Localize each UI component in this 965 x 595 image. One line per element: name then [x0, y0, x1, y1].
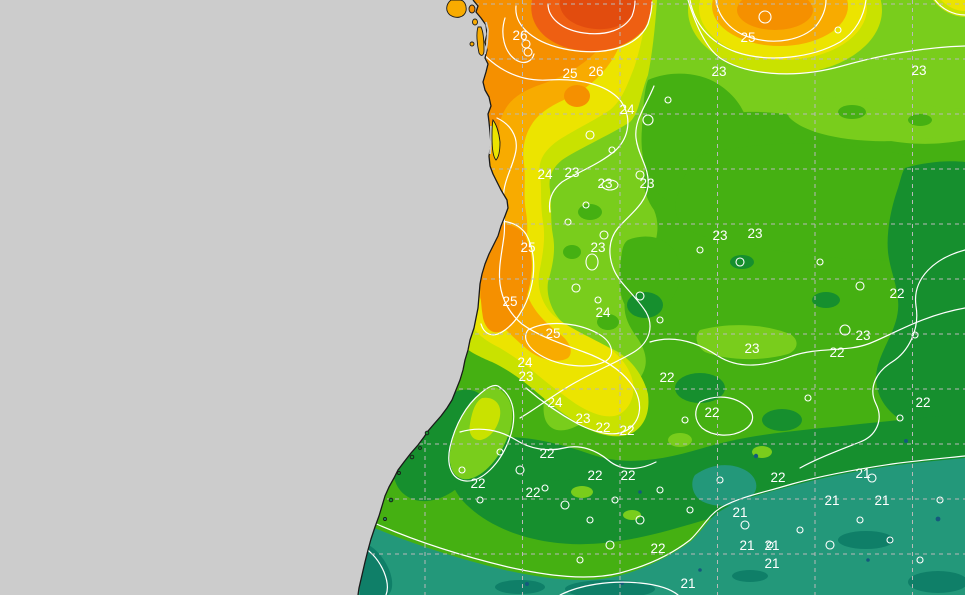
- contour-label: 21: [764, 538, 779, 553]
- contour-label: 24: [517, 355, 533, 370]
- islet: [409, 454, 415, 460]
- island: [469, 41, 475, 47]
- coastline: [357, 0, 509, 595]
- contour-label: 23: [744, 341, 759, 356]
- contour-label: 21: [764, 556, 779, 571]
- islet: [418, 446, 422, 450]
- contour-label: 22: [620, 468, 635, 483]
- contour-label: 22: [915, 395, 930, 410]
- contour-label: 22: [650, 541, 665, 556]
- contour-label: 22: [889, 286, 904, 301]
- contour-label: 23: [575, 411, 590, 426]
- contour-label: 23: [597, 176, 612, 191]
- contour-label: 23: [711, 64, 726, 79]
- contour-label: 22: [704, 405, 719, 420]
- contour-label: 23: [518, 369, 533, 384]
- island: [491, 118, 501, 161]
- contour-label: 22: [829, 345, 844, 360]
- contour-label: 24: [547, 395, 563, 410]
- contour-label: 21: [824, 493, 839, 508]
- contour-label: 24: [595, 305, 611, 320]
- contour-label: 21: [739, 538, 754, 553]
- islet: [424, 430, 430, 436]
- island: [468, 4, 476, 14]
- island: [446, 0, 467, 18]
- contour-label: 22: [770, 470, 785, 485]
- islet: [383, 517, 387, 521]
- contour-label: 23: [855, 328, 870, 343]
- contour-label: 23: [564, 165, 579, 180]
- contour-label: 23: [712, 228, 727, 243]
- contour-label: 26: [588, 64, 603, 79]
- contour-label: 25: [502, 294, 517, 309]
- grid-lines: [358, 0, 965, 595]
- contour-label: 24: [537, 167, 553, 182]
- contour-label: 23: [747, 226, 762, 241]
- contour-label: 22: [659, 370, 674, 385]
- contour-label: 23: [639, 176, 654, 191]
- contour-label: 22: [539, 446, 554, 461]
- contour-label: 21: [732, 505, 747, 520]
- contour-label: 24: [619, 102, 635, 117]
- contour-label: 21: [855, 466, 870, 481]
- islet: [388, 497, 394, 503]
- contour-label: 23: [911, 63, 926, 78]
- contour-label: 22: [470, 476, 485, 491]
- contour-label: 22: [587, 468, 602, 483]
- contour-label: 25: [545, 326, 560, 341]
- contour-label: 21: [874, 493, 889, 508]
- contour-lines: [358, 0, 965, 595]
- contour-label: 25: [562, 66, 577, 81]
- contour-label: 22: [619, 423, 634, 438]
- contour-label: 25: [520, 240, 535, 255]
- island: [472, 18, 478, 26]
- island: [476, 26, 485, 56]
- contour-label: 22: [595, 420, 610, 435]
- contour-label: 22: [525, 485, 540, 500]
- contour-label: 23: [590, 240, 605, 255]
- contour-label: 21: [680, 576, 695, 591]
- contour-label: 26: [512, 28, 527, 43]
- contour-label: 25: [740, 30, 755, 45]
- islet: [397, 471, 401, 475]
